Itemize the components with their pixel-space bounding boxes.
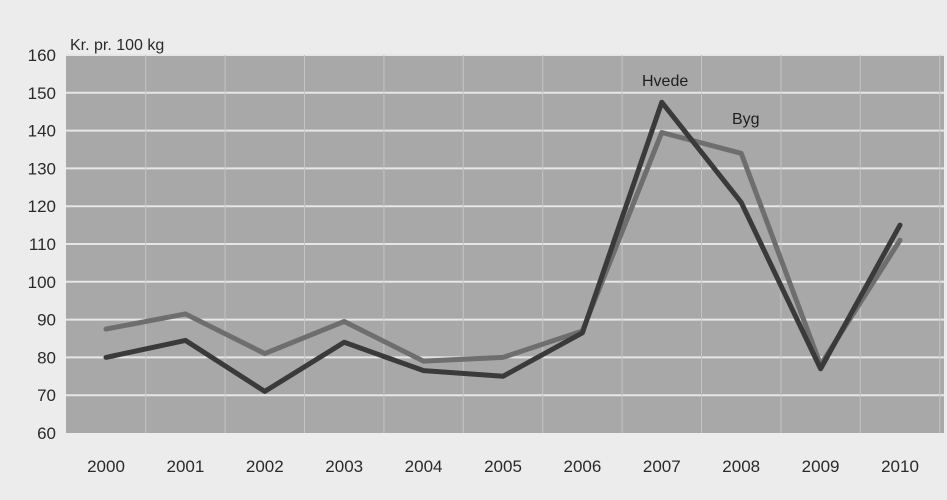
y-tick-label-130: 130 (28, 159, 56, 178)
x-tick-label-2003: 2003 (325, 457, 363, 476)
x-tick-label-2002: 2002 (246, 457, 284, 476)
y-tick-label-70: 70 (37, 386, 56, 405)
x-tick-label-2001: 2001 (166, 457, 204, 476)
x-tick-label-2008: 2008 (722, 457, 760, 476)
y-axis-ticks: 60 70 80 90 100 110 120 130 140 150 160 (28, 46, 56, 443)
y-axis-unit-label: Kr. pr. 100 kg (70, 37, 164, 54)
x-tick-label-2009: 2009 (802, 457, 840, 476)
x-tick-label-2004: 2004 (405, 457, 443, 476)
series-line-byg (103, 129, 903, 368)
x-tick-label-2006: 2006 (563, 457, 601, 476)
x-tick-label-2000: 2000 (87, 457, 125, 476)
x-tick-label-2005: 2005 (484, 457, 522, 476)
y-tick-label-60: 60 (37, 424, 56, 443)
series-label-byg: Byg (732, 111, 760, 128)
y-tick-label-90: 90 (37, 311, 56, 330)
y-tick-label-160: 160 (28, 46, 56, 65)
series-label-hvede: Hvede (642, 73, 688, 90)
y-tick-label-100: 100 (28, 273, 56, 292)
x-tick-label-2007: 2007 (643, 457, 681, 476)
y-tick-label-110: 110 (29, 235, 56, 254)
x-axis-ticks: 2000 2001 2002 2003 2004 2005 2006 2007 2008 2009… (87, 457, 919, 476)
y-tick-label-80: 80 (37, 348, 56, 367)
series-line-hvede (103, 99, 903, 394)
y-tick-label-140: 140 (28, 122, 56, 141)
x-tick-label-2010: 2010 (881, 457, 919, 476)
y-tick-label-120: 120 (28, 197, 56, 216)
series-lines (103, 99, 903, 394)
y-tick-label-150: 150 (28, 84, 56, 103)
